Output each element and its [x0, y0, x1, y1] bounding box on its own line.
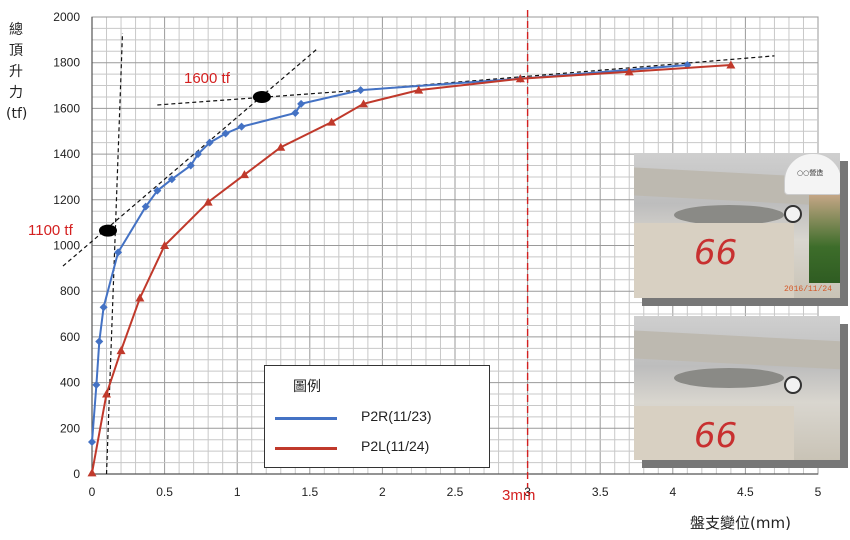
dial-gauge-icon [784, 205, 802, 223]
data-point [359, 99, 369, 108]
y-tick-label: 200 [60, 421, 80, 435]
data-point [327, 117, 337, 126]
y-tick-label: 0 [73, 467, 80, 481]
data-point [276, 142, 286, 151]
data-point [87, 468, 97, 477]
data-point [291, 108, 300, 117]
y-tick-label: 800 [60, 284, 80, 298]
data-point [624, 67, 634, 76]
x-tick-label: 0.5 [156, 485, 173, 499]
data-point [239, 170, 249, 179]
annotation-dot [98, 224, 117, 237]
helmet-label: ○○營造 [797, 169, 824, 177]
data-point [356, 86, 365, 95]
dial-gauge-icon [784, 376, 802, 394]
y-tick-label: 400 [60, 376, 80, 390]
data-point [99, 303, 108, 312]
bearing-shape [674, 205, 784, 225]
data-point [221, 129, 230, 138]
annotation-1100: 1100 tf [28, 222, 73, 239]
x-tick-label: 1 [234, 485, 241, 499]
x-tick-labels: 0 0.5 1 1.5 2 2.5 3 3.5 4 4.5 5 [89, 485, 822, 499]
x-tick-label: 2.5 [447, 485, 464, 499]
data-point [205, 138, 214, 147]
pier-number: 66 [694, 416, 738, 456]
data-point [116, 346, 126, 355]
data-point [297, 99, 306, 108]
y-tick-label: 1800 [53, 56, 80, 70]
x-tick-label: 4.5 [737, 485, 754, 499]
series-line [91, 64, 688, 443]
data-point [102, 389, 112, 398]
x-axis-label: 盤支變位(mm) [690, 514, 791, 532]
tangent-line [105, 32, 124, 475]
legend: 圖例 P2R(11/23) P2L(11/24) [264, 365, 490, 468]
y-tick-label: 2000 [53, 10, 80, 24]
legend-swatch-p2l [275, 447, 337, 450]
tangent-line [360, 55, 775, 91]
x-tick-label: 2 [379, 485, 386, 499]
x-tick-label: 4 [669, 485, 676, 499]
y-tick-labels: 0 200 400 600 800 1000 1200 1400 1600 1800 2000 [53, 10, 80, 481]
series-layer [87, 60, 736, 477]
x-tick-label: 0 [89, 485, 96, 499]
y-tick-label: 1200 [53, 193, 80, 207]
data-point [160, 241, 170, 249]
data-point [88, 438, 96, 447]
data-point [515, 74, 525, 83]
legend-title: 圖例 [293, 379, 321, 395]
series-line [91, 64, 731, 474]
data-point [135, 293, 145, 302]
data-point [203, 197, 213, 206]
annotation-1600: 1600 tf [184, 70, 230, 87]
data-point [114, 248, 123, 257]
photo-top: 66 ○○營造 2016/11/24 [634, 153, 840, 298]
y-tick-label: 1600 [53, 101, 80, 115]
series-p2l [87, 60, 736, 477]
data-point [141, 202, 150, 211]
x-tick-label: 1.5 [301, 485, 318, 499]
photo-bottom: 66 [634, 316, 840, 460]
data-point [92, 380, 101, 389]
data-point [193, 150, 202, 159]
annotation-dots [98, 90, 271, 237]
data-point [414, 85, 424, 94]
legend-swatch-p2r [275, 417, 337, 420]
x-tick-label: 3.5 [592, 485, 609, 499]
bearing-shape [674, 368, 784, 388]
helmet-icon: ○○營造 [784, 153, 840, 195]
data-point [153, 186, 162, 195]
y-tick-label: 1000 [53, 239, 80, 253]
data-point [726, 60, 736, 69]
data-point [95, 337, 104, 346]
worker-figure [809, 193, 840, 283]
data-point [186, 161, 195, 170]
x-tick-label: 3 [524, 485, 531, 499]
y-tick-label: 600 [60, 330, 80, 344]
photo-timestamp: 2016/11/24 [783, 285, 832, 294]
annotation-dot [252, 90, 271, 103]
legend-label-p2l: P2L(11/24) [361, 438, 430, 454]
data-point [167, 175, 176, 184]
x-tick-label: 5 [815, 485, 822, 499]
data-point [237, 122, 246, 131]
y-tick-label: 1400 [53, 147, 80, 161]
legend-label-p2r: P2R(11/23) [361, 408, 432, 424]
y-axis-label: 總頂升力(tf) [6, 22, 28, 122]
pier-number: 66 [694, 233, 738, 273]
reference-label: 3mm [502, 487, 536, 504]
